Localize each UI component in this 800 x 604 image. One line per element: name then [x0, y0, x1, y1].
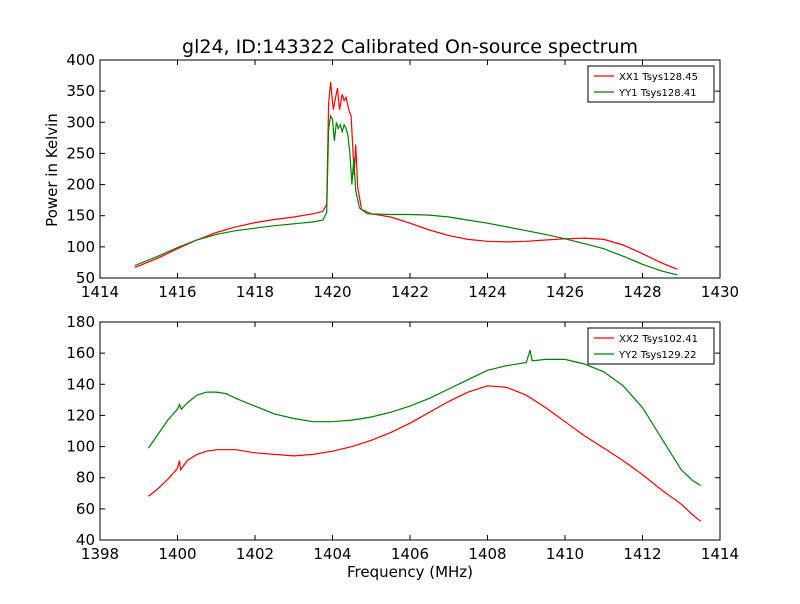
- x-tick-label: 1416: [158, 283, 196, 301]
- x-tick-label: 1422: [391, 283, 429, 301]
- legend-entry-2: YY2 Tsys129.22: [618, 350, 697, 361]
- y-tick-label: 50: [76, 269, 95, 287]
- x-tick-label: 1428: [623, 283, 661, 301]
- y-tick-label: 100: [66, 238, 95, 256]
- x-tick-label: 1414: [81, 283, 119, 301]
- legend-box: [587, 65, 715, 103]
- chart-panel-2: 1398 1400 1402 1404 1406 1408 1410 1412 1414 40 60…: [66, 313, 739, 563]
- y-tick-label: 140: [66, 375, 95, 393]
- x-tick-label: 1414: [701, 545, 739, 563]
- y-tick-label: 160: [66, 344, 95, 362]
- x-axis-label: Frequency (MHz): [347, 563, 473, 581]
- y-tick-label: 60: [76, 500, 95, 518]
- series-line-2: [147, 349, 701, 487]
- y-tick-label: 250: [66, 144, 95, 162]
- x-tick-label: 1410: [546, 545, 584, 563]
- chart-panel-1: 1414 1416 1418 1420 1422 1424 1426 1428 1430 50 10…: [66, 51, 739, 301]
- series-line-1: [148, 385, 701, 522]
- y-axis-label: Power in Kelvin: [43, 113, 61, 227]
- x-tick-label: 1408: [468, 545, 506, 563]
- chart-title: gl24, ID:143322 Calibrated On-source spe…: [182, 36, 638, 58]
- x-tick-label: 1420: [313, 283, 351, 301]
- x-tick-label: 1406: [391, 545, 429, 563]
- series-line-1: [134, 81, 678, 270]
- y-tick-label: 80: [76, 469, 95, 487]
- y-tick-label: 300: [66, 113, 95, 131]
- y-tick-label: 400: [66, 51, 95, 69]
- legend-box: [587, 327, 715, 365]
- x-tick-label: 1400: [158, 545, 196, 563]
- x-tick-label: 1426: [546, 283, 584, 301]
- x-tick-label: 1412: [623, 545, 661, 563]
- x-tick-label: 1430: [701, 283, 739, 301]
- y-tick-label: 350: [66, 82, 95, 100]
- legend-entry-1: XX1 Tsys128.45: [619, 72, 698, 83]
- y-tick-label: 200: [66, 176, 95, 194]
- y-tick-label: 120: [66, 406, 95, 424]
- y-tick-label: 40: [76, 531, 95, 549]
- legend: XX2 Tsys102.41 YY2 Tsys129.22: [587, 327, 715, 365]
- y-tick-label: 100: [66, 438, 95, 456]
- y-tick-label: 180: [66, 313, 95, 331]
- legend-entry-1: XX2 Tsys102.41: [619, 334, 698, 345]
- x-tick-label: 1424: [468, 283, 506, 301]
- x-tick-label: 1402: [236, 545, 274, 563]
- x-tick-label: 1398: [81, 545, 119, 563]
- x-tick-label: 1418: [236, 283, 274, 301]
- y-tick-label: 150: [66, 207, 95, 225]
- legend-entry-2: YY1 Tsys128.41: [618, 88, 697, 99]
- x-tick-label: 1404: [313, 545, 351, 563]
- legend: XX1 Tsys128.45 YY1 Tsys128.41: [587, 65, 715, 103]
- series-line-2: [134, 114, 678, 276]
